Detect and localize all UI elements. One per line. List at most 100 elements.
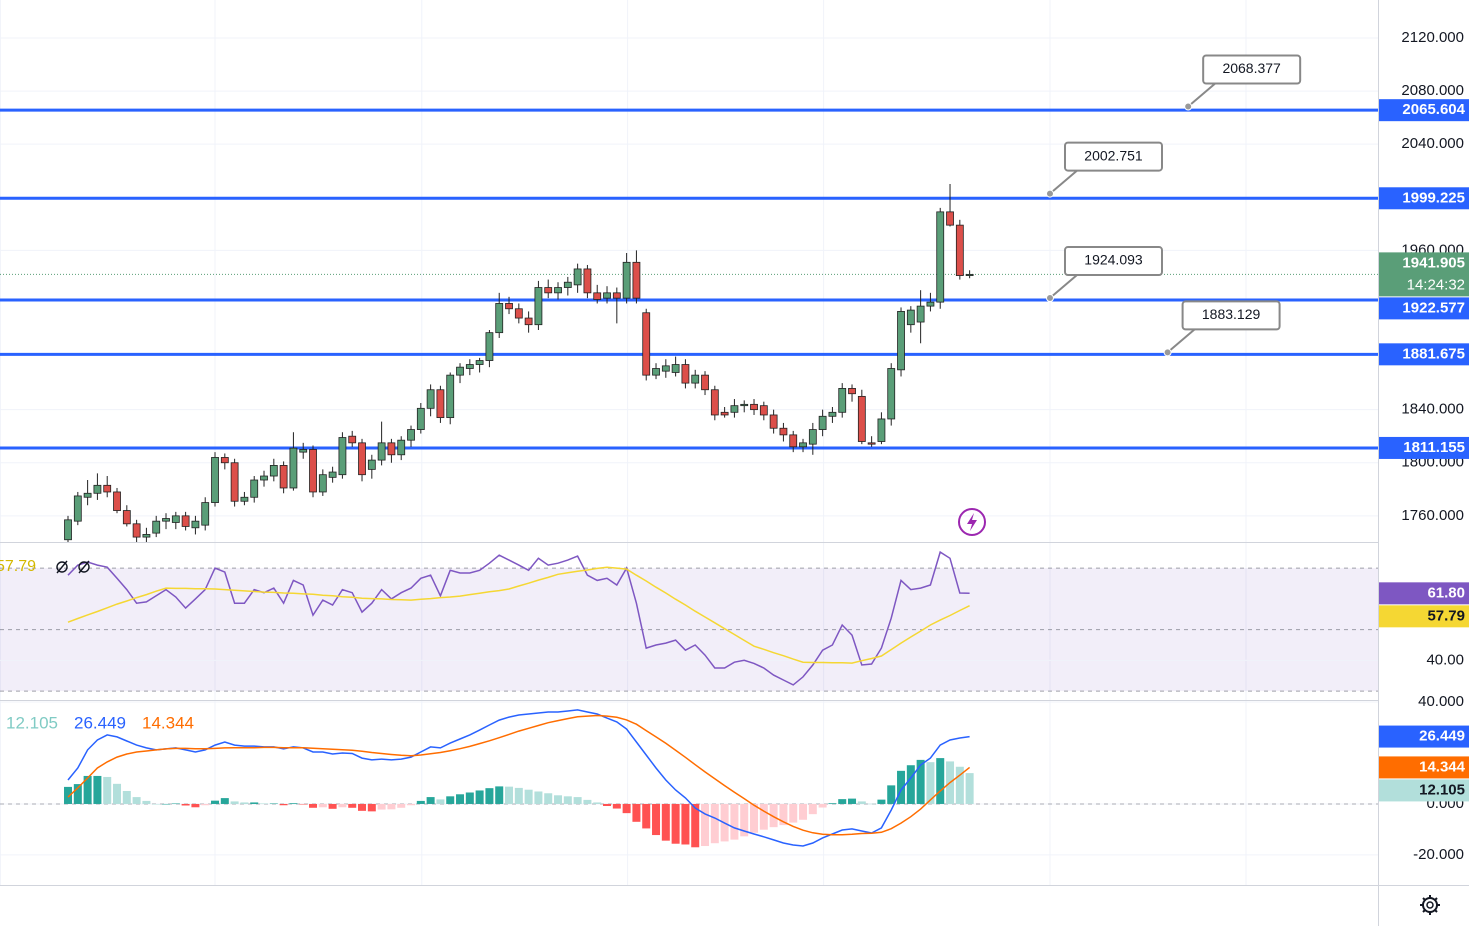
histogram-bar [397, 803, 406, 808]
y-tick-label: 2040.000 [1401, 135, 1464, 152]
histogram-bar [113, 783, 122, 804]
histogram-bar [416, 800, 425, 804]
histogram-bar [603, 803, 612, 807]
candle-body [848, 388, 856, 395]
callout-box [1063, 246, 1163, 277]
candle-body [456, 366, 464, 376]
callout-box [1181, 300, 1281, 331]
histogram-bar [122, 790, 131, 804]
candle-body [632, 261, 641, 299]
histogram-bar [260, 803, 269, 804]
histogram-bar [906, 765, 915, 804]
tag-label: 1999.225 [1402, 189, 1465, 206]
candle-body [544, 287, 553, 294]
candle-body [260, 475, 268, 481]
histogram-bar [426, 797, 435, 804]
candle-body [142, 534, 151, 538]
callout-anchor [1045, 189, 1054, 198]
candle-body [720, 411, 729, 416]
candle-body [563, 281, 572, 288]
rsi-tag: 61.80 [1379, 582, 1469, 605]
histogram-bar [848, 798, 857, 804]
level-tag: 2065.604 [1379, 99, 1469, 122]
series-line [67, 550, 970, 686]
histogram-bar [103, 776, 112, 804]
candle-body [524, 317, 533, 326]
histogram-bar [191, 803, 200, 808]
histogram-bar [220, 798, 229, 804]
candle-body [681, 364, 690, 384]
histogram-bar [289, 803, 298, 804]
level-tag: 1881.675 [1379, 343, 1469, 366]
tag-box [1379, 297, 1469, 320]
candle-body [661, 365, 670, 372]
candle-body [64, 519, 72, 541]
histogram-bar [73, 784, 82, 804]
candle-body [603, 292, 611, 299]
tag-label: 61.80 [1427, 584, 1465, 601]
candle-body [495, 303, 504, 334]
candle-body [701, 374, 709, 391]
signal-tag: 14.344 [1379, 756, 1469, 779]
candle-body [916, 305, 925, 323]
y-tick-label: 40.000 [1418, 693, 1464, 710]
histogram-bar [838, 799, 847, 804]
candle-body [318, 474, 327, 493]
tag-box [1379, 756, 1469, 779]
histogram-bar [887, 785, 896, 804]
settings-icon[interactable] [1420, 895, 1440, 915]
candle-body [642, 312, 651, 376]
y-tick-label: 1760.000 [1401, 507, 1464, 524]
candle-body [250, 479, 259, 498]
histogram-bar [710, 803, 719, 844]
candle-body [191, 520, 200, 529]
level-tag: 1922.577 [1379, 297, 1469, 320]
histogram-bar [554, 795, 563, 804]
candle-body [730, 405, 739, 413]
candle-body [652, 368, 660, 376]
candle-body [240, 496, 249, 502]
tag-box [1379, 779, 1469, 802]
histogram-bar [505, 786, 514, 804]
y-tick-label: 40.00 [1426, 651, 1464, 668]
macd-legend-value: 12.105 [6, 713, 58, 732]
histogram-bar [230, 801, 239, 804]
candle-body [132, 523, 141, 538]
tag-box [1379, 187, 1469, 210]
callout-box [1202, 54, 1302, 85]
series-line [67, 566, 970, 664]
candle-body [83, 492, 92, 498]
alert-icon[interactable] [958, 508, 986, 536]
histogram-bar [612, 803, 621, 809]
candle-body [387, 442, 396, 456]
histogram-bar [691, 803, 700, 848]
histogram-bar [201, 803, 210, 806]
candle-body [230, 462, 239, 502]
macd-tag: 26.449 [1379, 725, 1469, 748]
candle-body [309, 449, 317, 493]
histogram-bar [877, 799, 886, 804]
level-tag: 1811.155 [1379, 436, 1469, 459]
candle-body [407, 429, 415, 441]
candle-body [534, 287, 543, 326]
candle-body [201, 502, 210, 526]
tag-box [1379, 252, 1469, 297]
histogram-bar [171, 803, 180, 804]
histogram-bar [436, 799, 445, 804]
callout-anchor [1163, 348, 1172, 357]
histogram-bar [652, 803, 661, 836]
price-tag: 1941.905 14:24:32 [1379, 252, 1469, 297]
candle-body [299, 449, 308, 453]
histogram-bar [475, 790, 484, 804]
histogram-bar [485, 788, 494, 804]
tag-label: 2065.604 [1402, 101, 1465, 118]
candle-body [73, 495, 82, 522]
histogram-bar [358, 803, 367, 811]
histogram-bar [348, 803, 357, 808]
callout-label: 2068.377 [1222, 60, 1281, 76]
candle-body [926, 301, 935, 307]
candle-body [426, 389, 435, 409]
candle-body [573, 268, 582, 286]
